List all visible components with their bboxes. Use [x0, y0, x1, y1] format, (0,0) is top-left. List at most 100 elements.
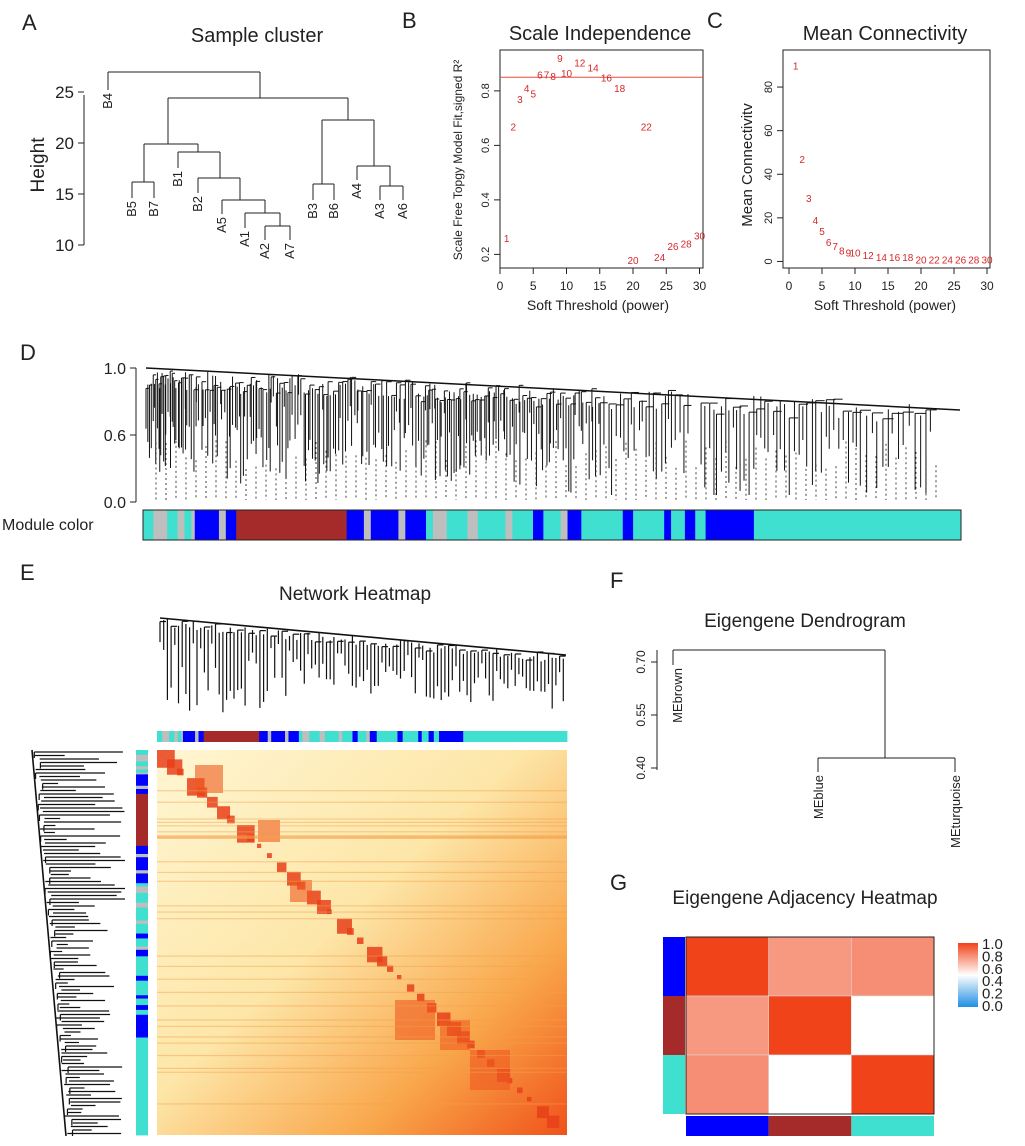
- panel-e-left-dendrogram: [31, 749, 125, 1137]
- panel-e-left-module-segment: [136, 995, 148, 999]
- panel-a-leaf-labels: B4 B5 B7 B1 B2 A5 A1 A2 A7 B3 B6 A4 A3 A6: [100, 93, 410, 259]
- panel-d-module-segment: [432, 510, 448, 540]
- panel-d-module-segment: [363, 510, 372, 540]
- panel-e-left-module-segment: [136, 923, 148, 934]
- panel-c-x-ticks: 0 5 10 15 20 25 30: [786, 268, 994, 293]
- panel-d-module-segment: [167, 510, 178, 540]
- panel-d-module-segment: [405, 510, 427, 540]
- panel-c-ylabel: Mean Connectivitv: [739, 103, 756, 227]
- panel-b-ylabel: Scale Free Topgy Model Fit,signed R²: [451, 60, 465, 261]
- panel-d-module-segment: [177, 510, 185, 540]
- panel-f-leaf-label: MEblue: [811, 775, 826, 819]
- panel-e-top-module-segment: [319, 731, 326, 742]
- panel-d-module-segment: [426, 510, 434, 540]
- panel-c-ytick-label: 80: [763, 81, 775, 93]
- panel-c-point-label: 28: [968, 255, 980, 266]
- panel-b-point-label: 28: [681, 239, 693, 250]
- panel-e-top-module-segment: [463, 731, 568, 742]
- panel-b-xtick-label: 30: [693, 279, 707, 293]
- panel-g-heatmap-cell: [768, 995, 852, 1056]
- panel-g-heatmap-cell: [851, 1054, 935, 1115]
- panel-e-top-spine: [159, 617, 567, 656]
- panel-d-module-segment: [225, 510, 237, 540]
- panel-e-streak: [157, 825, 567, 827]
- panel-e-top-module-segment: [369, 731, 378, 742]
- panel-c-xtick-label: 15: [881, 279, 895, 293]
- panel-e-streak: [157, 831, 567, 833]
- panel-d-module-segment: [505, 510, 513, 540]
- panel-b-ytick-label: 0.2: [480, 247, 492, 262]
- panel-g-colorbar-tick-label: 0.8: [982, 948, 1003, 965]
- panel-f-ytick-label: 0.55: [634, 703, 648, 727]
- panel-e-left-module-segment: [136, 998, 148, 1006]
- panel-e-diagonal-block: [387, 965, 394, 972]
- panel-g-heatmap-cell: [685, 995, 769, 1056]
- panel-e-diagonal-block: [467, 1040, 475, 1049]
- panel-e-left-module-segment: [136, 907, 148, 921]
- panel-e-top-module-segment: [174, 731, 179, 742]
- panel-e-streak: [157, 821, 567, 823]
- panel-b-point-label: 18: [614, 84, 626, 95]
- panel-g-heatmap-cell: [851, 995, 935, 1056]
- panel-d-color-bar-frame: [142, 509, 962, 541]
- panel-b-point-label: 1: [504, 234, 510, 245]
- panel-c-xtick-label: 5: [819, 279, 826, 293]
- panel-g-colorbar-tick-label: 0.6: [982, 961, 1003, 978]
- panel-a-leaf-label: B7: [146, 201, 161, 217]
- panel-e-diagonal-block: [267, 853, 272, 859]
- panel-c-ytick-label: 60: [763, 125, 775, 137]
- panel-b-xtick-label: 25: [660, 279, 674, 293]
- panel-e-diagonal-block: [327, 909, 332, 915]
- panel-e-left-module-segment: [136, 774, 148, 787]
- panel-e-left-module-segment: [136, 754, 148, 762]
- panel-e-module-block: [290, 880, 312, 902]
- panel-d-module-segment: [560, 510, 568, 540]
- panel-e-top-module-segment: [271, 731, 286, 742]
- panel-e-streak: [157, 978, 567, 980]
- panel-d-module-segment: [664, 510, 672, 540]
- panel-d-module-segment: [695, 510, 706, 540]
- panel-e-streak: [157, 1042, 567, 1044]
- panel-e-diagonal-block: [357, 937, 364, 945]
- panel-c-point-label: 16: [889, 253, 901, 264]
- panel-d-module-segment: [633, 510, 665, 540]
- panel-f-ytick-label: 0.70: [634, 650, 648, 674]
- panel-g-row-color-swatch: [663, 996, 685, 1055]
- panel-g-colorbar-tick-label: 0.0: [982, 998, 1003, 1015]
- panel-e: E Network Heatmap: [20, 560, 568, 1137]
- panel-b-point-label: 8: [550, 72, 556, 83]
- panel-e-top-module-bar: [157, 731, 568, 742]
- panel-a-ytick-label: 10: [55, 236, 74, 255]
- panel-d-module-segment: [567, 510, 582, 540]
- panel-a-title: Sample cluster: [191, 25, 324, 47]
- panel-e-left-module-segment: [136, 920, 148, 925]
- panel-b-point-label: 5: [530, 90, 536, 101]
- panel-d-module-segment: [236, 510, 348, 540]
- panel-d-module-segment: [512, 510, 534, 540]
- panel-d-module-segment: [398, 510, 406, 540]
- panel-e-top-module-segment: [376, 731, 398, 742]
- panel-e-heatmap-cells: [157, 750, 567, 1128]
- panel-d-module-segment: [191, 510, 196, 540]
- panel-e-streak: [157, 1005, 567, 1007]
- panel-e-top-module-segment: [309, 731, 321, 742]
- panel-e-left-module-segment: [136, 902, 148, 908]
- panel-e-diagonal-block: [417, 993, 425, 1002]
- panel-b-point-label: 12: [574, 58, 586, 69]
- panel-e-top-module-segment: [421, 731, 430, 742]
- panel-e-streak: [157, 790, 567, 792]
- panel-c-xtick-label: 10: [848, 279, 862, 293]
- panel-c-xtick-label: 25: [947, 279, 961, 293]
- panel-g-title: Eigengene Adjacency Heatmap: [672, 888, 937, 909]
- panel-e-module-block: [470, 1050, 510, 1090]
- panel-a-ylabel: Height: [28, 137, 49, 193]
- panel-d-ytick-label: 0.0: [104, 495, 126, 512]
- panel-e-top-module-segment: [259, 731, 269, 742]
- panel-a-ytick-label: 15: [55, 185, 74, 204]
- panel-a-leaf-label: A6: [395, 203, 410, 219]
- panel-e-diagonal-block: [257, 843, 262, 848]
- panel-b-point-label: 10: [561, 69, 573, 80]
- panel-f-title: Eigengene Dendrogram: [704, 611, 906, 632]
- panel-e-streak: [157, 1103, 567, 1105]
